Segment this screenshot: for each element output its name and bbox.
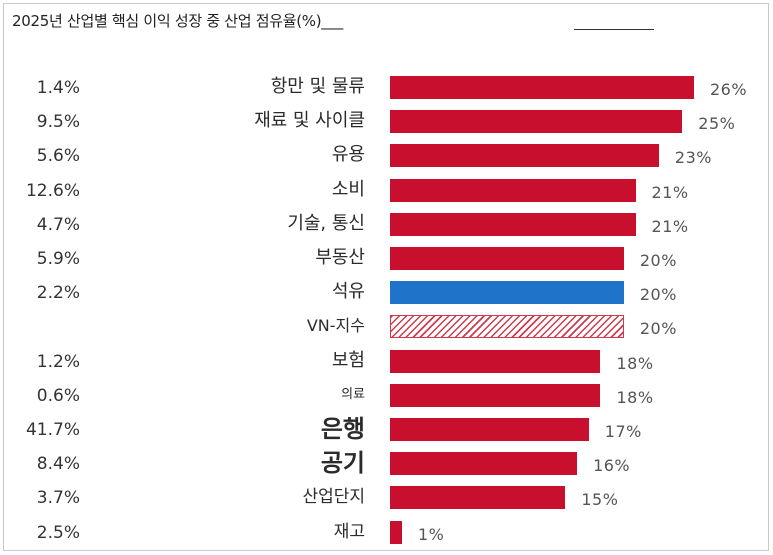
- category-label: 의료: [341, 386, 365, 402]
- chart-frame: [3, 3, 769, 551]
- value-label: 20%: [639, 319, 677, 339]
- share-label: 4.7%: [36, 214, 80, 235]
- value-label: 16%: [593, 456, 631, 476]
- value-label: 26%: [710, 80, 748, 99]
- category-label: 기술, 통신: [287, 212, 365, 234]
- bar: [390, 349, 601, 373]
- share-label: 1.4%: [36, 78, 80, 98]
- value-label: 20%: [639, 251, 677, 270]
- category-label: 석유: [331, 281, 365, 303]
- bar: [390, 315, 624, 339]
- category-label: VN-지수: [306, 316, 365, 336]
- title-underline: [574, 29, 654, 30]
- bar: [390, 110, 683, 134]
- value-label: 18%: [616, 353, 654, 373]
- share-label: 8.4%: [36, 454, 80, 475]
- share-label: 5.6%: [36, 146, 80, 167]
- share-label: 5.9%: [36, 249, 80, 269]
- category-label: 공기: [320, 449, 365, 478]
- bar: [390, 178, 636, 202]
- share-label: 0.6%: [36, 385, 80, 406]
- bar: [390, 383, 601, 407]
- category-label: 부동산: [315, 247, 365, 268]
- share-label: 2.2%: [36, 283, 80, 304]
- value-label: 21%: [651, 216, 689, 236]
- bar: [390, 486, 566, 510]
- category-label: 보험: [331, 349, 365, 371]
- bar: [390, 247, 624, 270]
- value-label: 1%: [418, 524, 445, 544]
- value-label: 18%: [616, 387, 654, 407]
- category-label: 산업단지: [302, 487, 365, 508]
- value-label: 17%: [604, 422, 642, 441]
- category-label: 소비: [331, 178, 365, 200]
- bar: [390, 76, 694, 99]
- bar: [390, 418, 589, 441]
- category-label: 유용: [331, 144, 365, 166]
- value-label: 23%: [674, 148, 712, 168]
- bar: [390, 212, 636, 236]
- bar: [390, 452, 578, 476]
- chart-title: 2025년 산업별 핵심 이익 성장 중 산업 점유율(%)___: [12, 12, 343, 30]
- share-label: 9.5%: [36, 112, 80, 133]
- value-label: 21%: [651, 182, 689, 202]
- share-label: 41.7%: [25, 420, 80, 440]
- value-label: 20%: [639, 285, 677, 305]
- category-label: 항만 및 물류: [270, 76, 365, 97]
- share-label: 1.2%: [36, 351, 80, 372]
- category-label: 재고: [333, 521, 365, 542]
- share-label: 3.7%: [36, 488, 80, 509]
- share-label: 2.5%: [36, 522, 80, 543]
- category-label: 은행: [320, 415, 365, 443]
- bar: [390, 281, 624, 305]
- bar: [390, 144, 659, 168]
- value-label: 15%: [581, 490, 619, 510]
- value-label: 25%: [698, 114, 736, 134]
- share-label: 12.6%: [25, 180, 80, 201]
- category-label: 재료 및 사이클: [254, 110, 365, 132]
- bar: [390, 520, 402, 544]
